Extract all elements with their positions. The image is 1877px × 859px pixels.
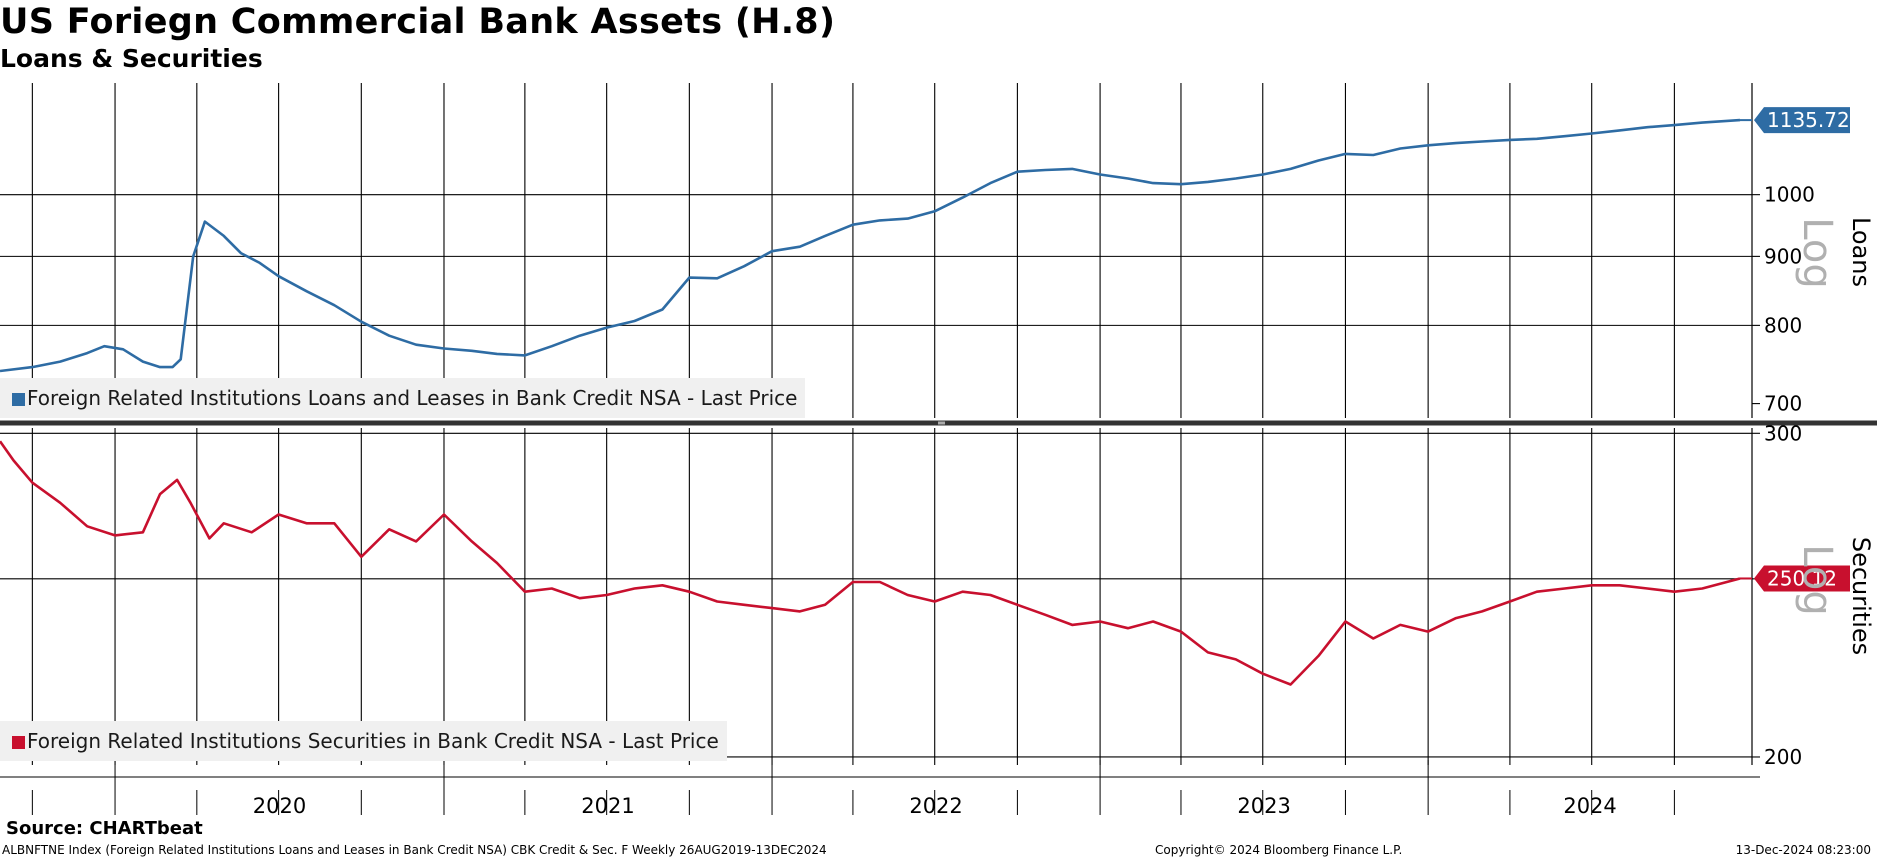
loans-series-layer [0,118,1752,373]
year-label-2024: 2024 [1563,794,1616,818]
securities-series-layer [0,440,1752,686]
securities-last-price-badge [1754,565,1850,592]
axis-layer: 2019202020212022202320247008009001000113… [253,107,1875,818]
year-label-2022: 2022 [909,794,962,818]
securities-line [0,440,1741,686]
footer-copyright: Copyright© 2024 Bloomberg Finance L.P. [1155,843,1403,857]
loans-line [0,118,1741,373]
legend-loans-label: Foreign Related Institutions Loans and L… [27,386,798,410]
securities-axis-label: Securities [1847,537,1875,655]
footer-timestamp: 13-Dec-2024 08:23:00 [1735,843,1871,857]
loans-last-price-text: 1135.72 [1767,108,1850,132]
securities-last-price-text: 250.12 [1767,566,1837,590]
y-tick-label: 200 [1764,745,1802,769]
chart-title: US Foriegn Commercial Bank Assets (H.8) [0,2,836,42]
y-tick-label: 1000 [1764,183,1815,207]
grid-layer [0,83,1877,815]
source-note: Source: CHARTbeat [6,818,203,839]
year-label-2021: 2021 [581,794,634,818]
loans-last-price-badge [1754,107,1850,134]
legend-loans: Foreign Related Institutions Loans and L… [0,378,806,418]
loans-scale-label: Log [1794,217,1840,288]
y-tick-label: 700 [1764,392,1802,416]
footer-ticker-info: ALBNFTNE Index (Foreign Related Institut… [2,843,827,857]
chart-subtitle: Loans & Securities [0,44,263,73]
year-label-2020: 2020 [253,794,306,818]
y-tick-label: 300 [1764,421,1802,445]
legend-loans-swatch [12,393,25,406]
legend-securities: Foreign Related Institutions Securities … [0,721,727,761]
legend-securities-label: Foreign Related Institutions Securities … [27,729,719,753]
securities-scale-label: Log [1794,544,1840,615]
y-tick-label: 800 [1764,313,1802,337]
year-label-2023: 2023 [1237,794,1290,818]
legend-securities-swatch [12,736,25,749]
loans-axis-label: Loans [1847,217,1875,287]
y-tick-label: 900 [1764,244,1802,268]
